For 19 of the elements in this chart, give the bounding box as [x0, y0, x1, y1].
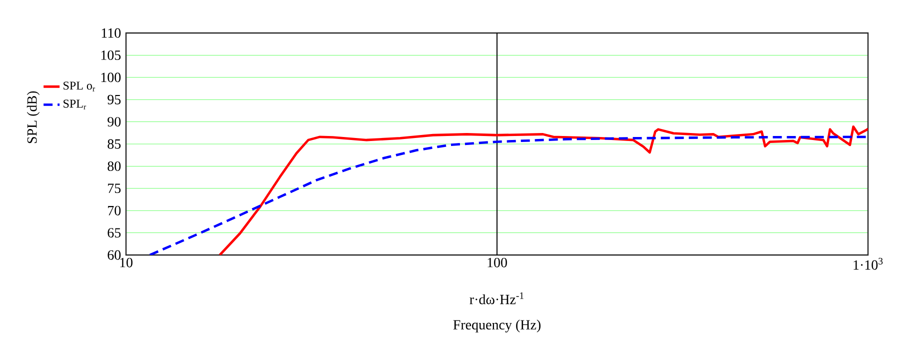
y-tick-label: 90	[108, 117, 121, 127]
y-tick-label: 60	[108, 250, 121, 260]
y-tick-label: 80	[108, 161, 121, 171]
y-tick-label: 95	[108, 94, 121, 104]
y-tick-label: 100	[101, 72, 121, 82]
legend-label: SPL$_{r}$	[64, 100, 86, 110]
y-tick-label: 110	[102, 28, 121, 38]
x-axis-title: Frequency (Hz)	[453, 320, 541, 332]
y-tick-label: 65	[108, 228, 121, 238]
y-tick-label: 105	[101, 50, 121, 60]
x-tick-label: 10	[120, 258, 132, 268]
y-tick-label: 85	[108, 139, 121, 149]
legend-label: SPL o$_{r}$	[64, 82, 96, 92]
y-axis-title: SPL (dB)	[26, 91, 40, 144]
x-tick-label: 100	[488, 258, 507, 268]
text: r·dω·Hz$^{-1}$	[470, 292, 524, 304]
y-tick-label: 75	[108, 184, 121, 194]
x-tick-label: 1·10$^{3}$	[854, 258, 883, 270]
y-tick-label: 70	[108, 206, 121, 216]
